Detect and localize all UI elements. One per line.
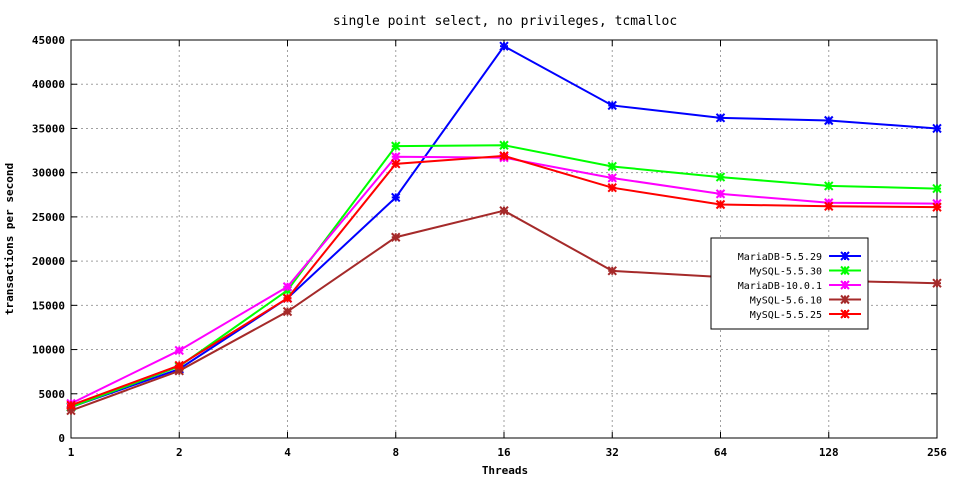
legend-marker: [840, 280, 850, 290]
legend-label: MySQL-5.6.10: [750, 296, 822, 307]
x-tick-label: 4: [284, 446, 291, 459]
data-point: [715, 189, 726, 199]
data-point: [282, 282, 293, 292]
data-point: [66, 400, 76, 410]
x-tick-label: 8: [392, 446, 399, 459]
y-tick-label: 40000: [32, 78, 65, 91]
legend-label: MySQL-5.5.30: [750, 267, 822, 278]
legend-label: MariaDB-5.5.29: [738, 252, 822, 263]
y-tick-label: 25000: [32, 211, 65, 224]
legend-label: MySQL-5.5.25: [750, 310, 822, 321]
data-point: [282, 293, 293, 303]
x-tick-label: 2: [176, 446, 183, 459]
data-point: [391, 152, 401, 162]
data-point: [932, 202, 942, 212]
x-tick-label: 256: [927, 446, 947, 459]
data-point: [715, 199, 726, 210]
y-tick-label: 0: [58, 432, 65, 445]
data-point: [391, 232, 401, 242]
data-point: [607, 182, 617, 193]
legend-marker: [840, 309, 850, 319]
y-tick-label: 20000: [32, 255, 65, 268]
y-tick-label: 30000: [32, 167, 65, 180]
data-point: [607, 100, 617, 111]
data-point: [824, 181, 834, 191]
y-tick-label: 5000: [39, 388, 66, 401]
x-tick-label: 1: [68, 446, 75, 459]
legend: MariaDB-5.5.29 MySQL-5.5.30 MariaDB-10.0.1…: [710, 237, 869, 330]
data-point: [391, 192, 401, 203]
data-point: [715, 172, 726, 182]
x-tick-label: 128: [819, 446, 839, 459]
data-point: [499, 41, 509, 51]
legend-marker: [840, 251, 850, 261]
y-tick-label: 15000: [32, 299, 65, 312]
data-point: [391, 141, 401, 151]
series-mysql-5-5-25: [66, 151, 942, 410]
data-point: [715, 113, 726, 123]
x-tick-label: 32: [606, 446, 619, 459]
data-point: [932, 278, 942, 288]
data-point: [499, 151, 509, 161]
legend-item: MySQL-5.5.30: [750, 265, 861, 278]
legend-item: MySQL-5.5.25: [750, 309, 861, 321]
data-point: [932, 123, 942, 134]
plot-frame: [70, 39, 938, 439]
legend-marker: [840, 265, 850, 276]
y-tick-label: 35000: [32, 122, 65, 135]
data-point: [932, 183, 942, 194]
data-point: [824, 115, 834, 126]
data-point: [282, 306, 293, 317]
y-tick-label: 45000: [32, 34, 65, 47]
legend-item: MariaDB-5.5.29: [738, 251, 861, 263]
chart-title: single point select, no privileges, tcma…: [333, 14, 677, 29]
legend-marker: [840, 294, 850, 305]
data-point: [824, 201, 834, 211]
y-axis-label: transactions per second: [3, 163, 16, 315]
data-point: [174, 360, 184, 371]
x-tick-label: 64: [714, 446, 728, 459]
data-point: [499, 140, 509, 150]
data-point: [607, 173, 617, 183]
y-tick-label: 10000: [32, 344, 65, 357]
data-point: [391, 159, 401, 169]
legend-label: MariaDB-10.0.1: [738, 281, 822, 292]
axis-layer: 0 5000 10000 15000 20000 25000 30000 35000 40000…: [32, 34, 947, 459]
x-tick-label: 16: [497, 446, 511, 459]
data-point: [607, 161, 617, 172]
data-point: [499, 205, 509, 216]
x-axis-label: Threads: [482, 464, 528, 477]
legend-item: MySQL-5.6.10: [750, 294, 861, 307]
legend-item: MariaDB-10.0.1: [738, 280, 861, 292]
data-point: [174, 345, 184, 356]
data-point: [607, 266, 617, 276]
